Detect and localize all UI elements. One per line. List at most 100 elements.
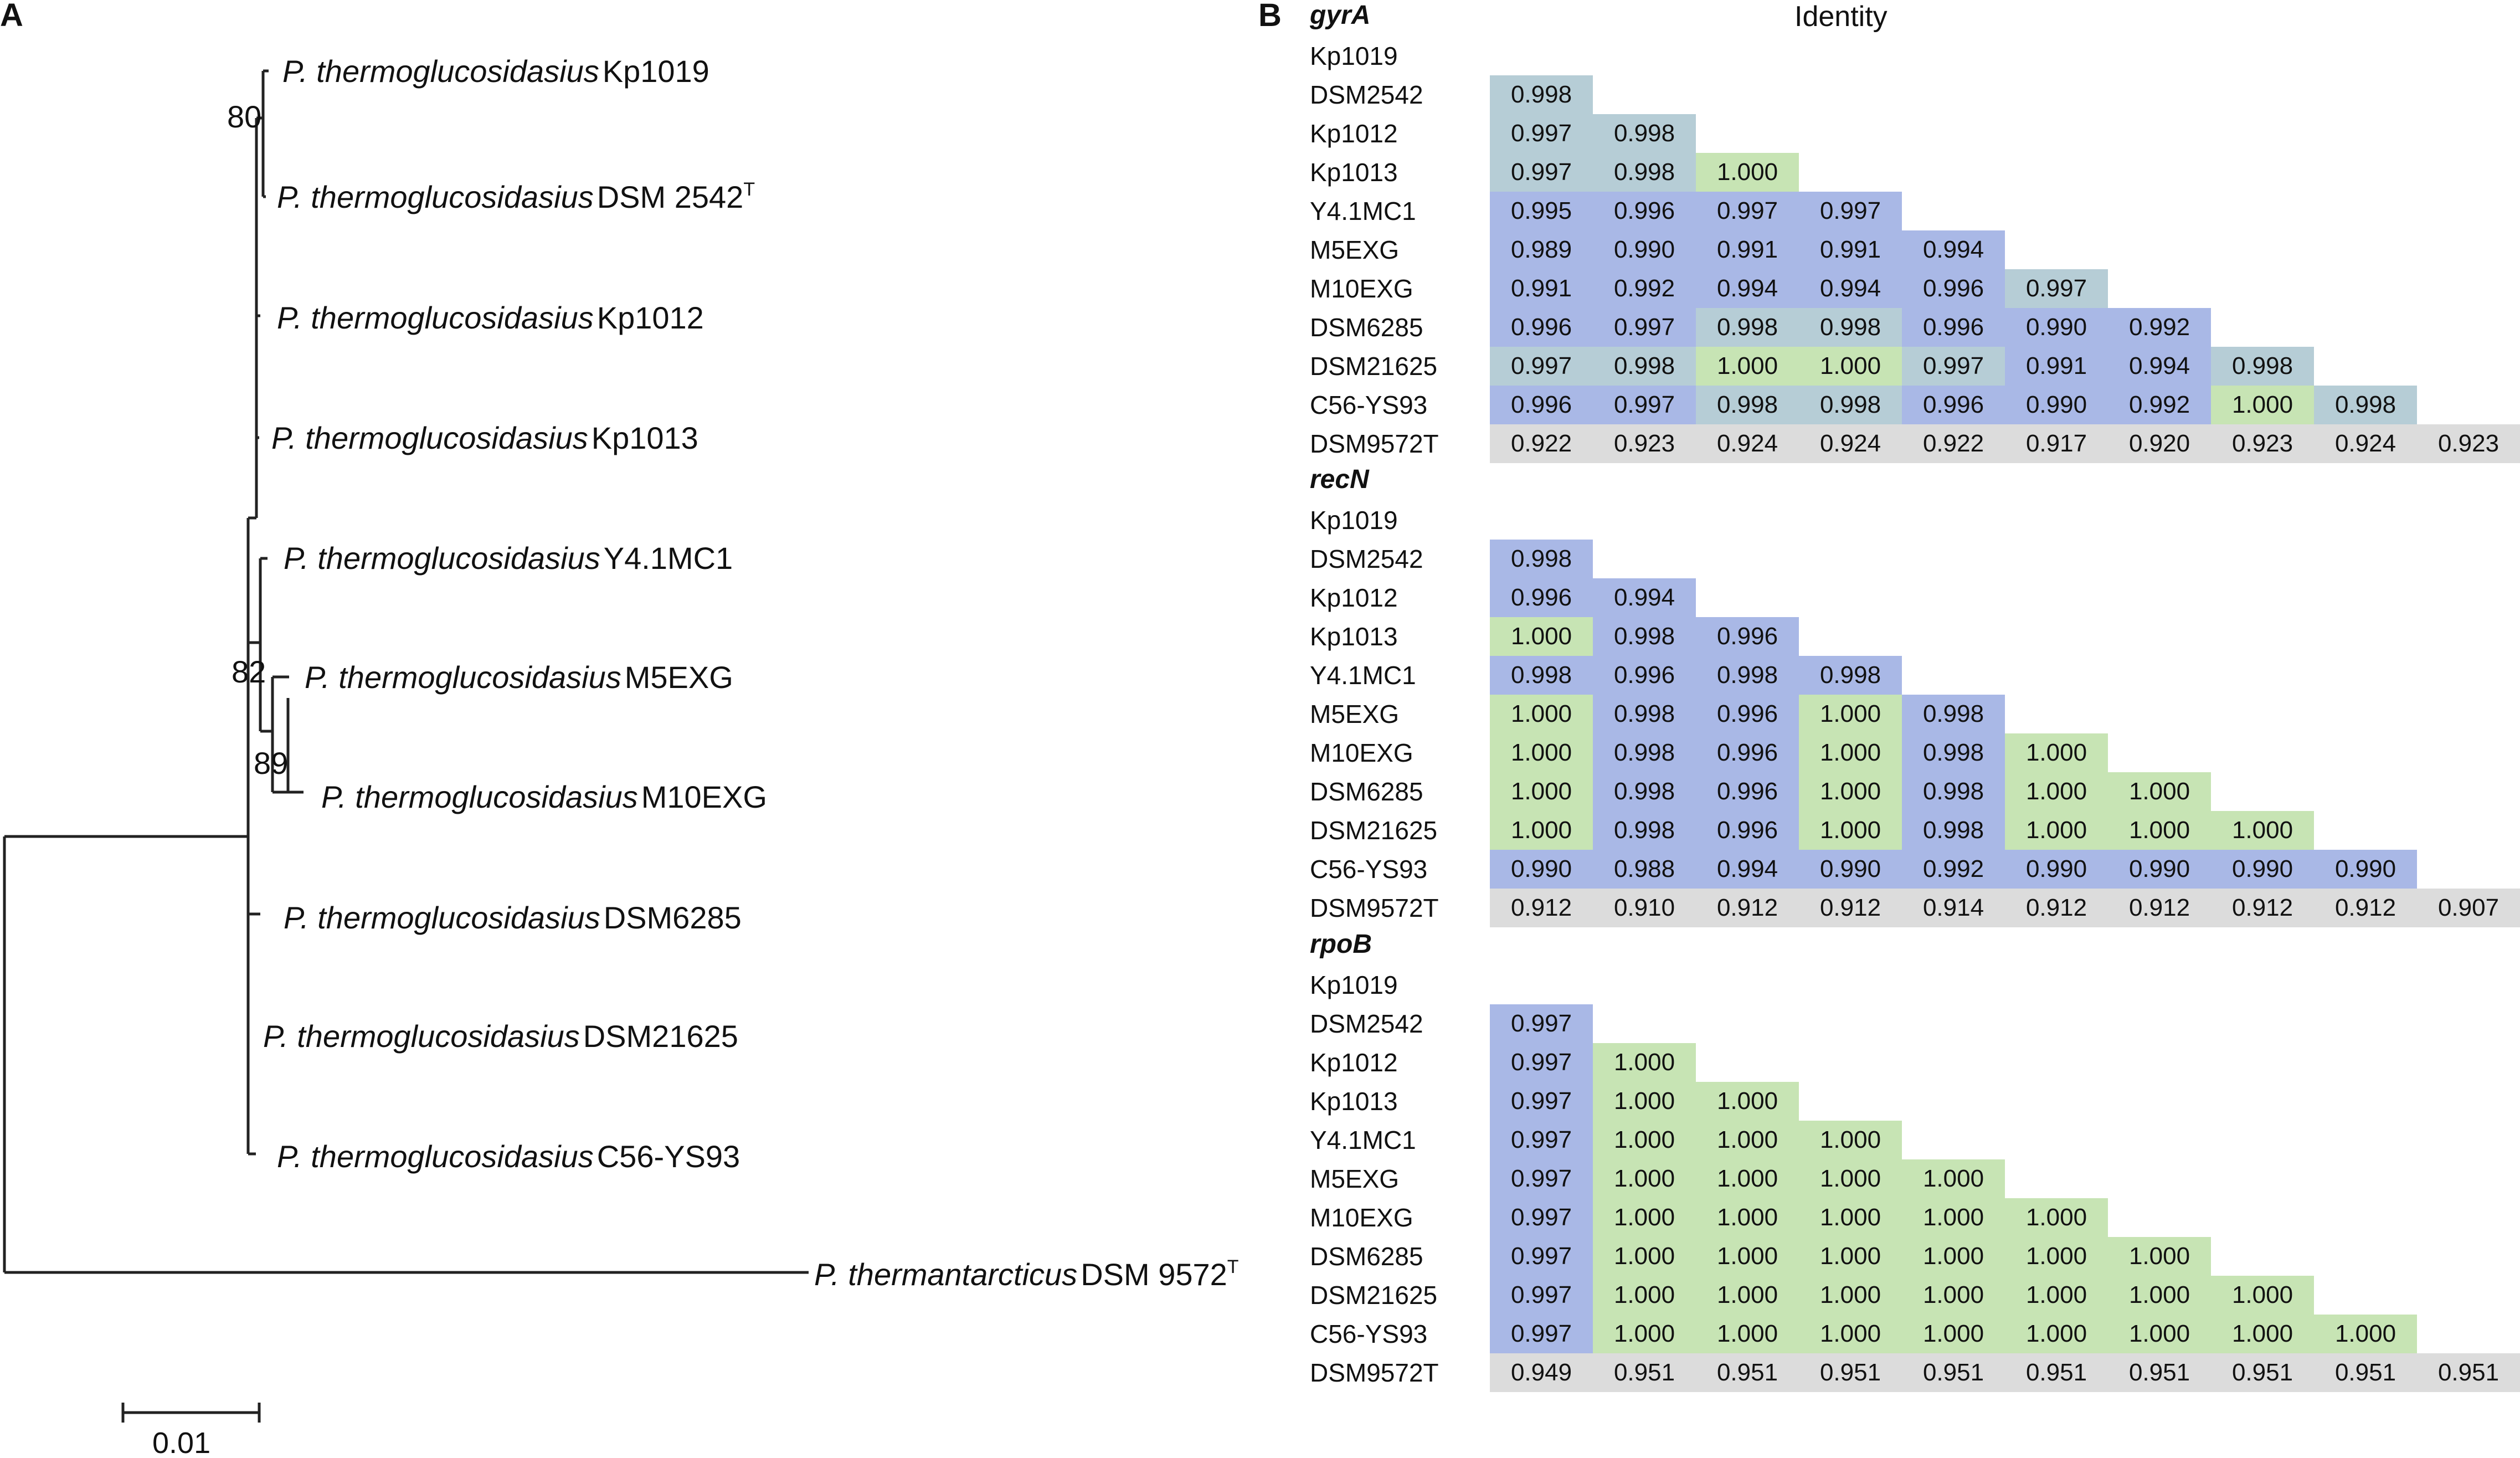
matrix-cell: 1.000 <box>1799 772 1902 811</box>
identity-title: Identity <box>1794 1 1888 33</box>
matrix-cell: 0.997 <box>1490 1004 1593 1043</box>
matrix-row-label: Kp1013 <box>1310 158 1398 187</box>
taxon-superscript: T <box>743 179 755 200</box>
matrix-cell: 1.000 <box>1490 811 1593 850</box>
matrix-cell: 0.996 <box>1696 617 1799 656</box>
matrix-cell: 0.922 <box>1902 424 2005 463</box>
matrix-cell: 0.994 <box>1593 578 1696 617</box>
matrix-cell: 0.997 <box>1490 1082 1593 1121</box>
matrix-cell: 0.996 <box>1696 733 1799 772</box>
bootstrap-value: 82 <box>232 654 266 689</box>
matrix-cell: 0.912 <box>2314 889 2417 927</box>
taxon-genus: P. thermoglucosidasius <box>284 541 600 576</box>
matrix-cell: 0.951 <box>1696 1353 1799 1392</box>
matrix-row-label: M5EXG <box>1310 700 1400 728</box>
matrix-cell: 1.000 <box>1799 1198 1902 1237</box>
panel-b-label: B <box>1258 0 1282 33</box>
matrix-cell: 0.990 <box>2314 850 2417 889</box>
matrix-cell: 0.996 <box>1902 386 2005 424</box>
matrix-cell: 0.997 <box>1490 1043 1593 1082</box>
matrix-cell: 0.998 <box>1593 811 1696 850</box>
matrix-cell: 0.997 <box>2005 269 2108 308</box>
matrix-cell: 0.996 <box>1696 811 1799 850</box>
matrix-cell: 0.998 <box>1902 811 2005 850</box>
taxon-genus: P. thermoglucosidasius <box>277 300 594 335</box>
taxon-label: P. thermoglucosidasius Y4.1MC1 <box>284 541 733 576</box>
matrix-cell: 0.996 <box>1593 192 1696 230</box>
matrix-cell: 0.951 <box>1799 1353 1902 1392</box>
taxon-label: P. thermoglucosidasius DSM6285 <box>284 900 742 935</box>
matrix-cell: 0.998 <box>1902 733 2005 772</box>
matrix-cell: 0.995 <box>1490 192 1593 230</box>
taxon-strain: Y4.1MC1 <box>604 541 733 576</box>
matrix-cell: 0.998 <box>1696 308 1799 347</box>
matrix-cell: 0.990 <box>2005 386 2108 424</box>
matrix-cell: 1.000 <box>1593 1043 1696 1082</box>
matrix-cell: 0.907 <box>2417 889 2520 927</box>
matrix-cell: 0.951 <box>2314 1353 2417 1392</box>
scale-bar-label: 0.01 <box>152 1426 210 1458</box>
matrix-cell: 0.949 <box>1490 1353 1593 1392</box>
matrix-cell: 0.998 <box>1593 772 1696 811</box>
matrix-cell: 0.912 <box>1799 889 1902 927</box>
matrix-cell: 1.000 <box>2108 772 2211 811</box>
matrix-row-label: DSM21625 <box>1310 1281 1438 1310</box>
matrix-cell: 0.998 <box>1490 540 1593 578</box>
taxon-label: P. thermoglucosidasius DSM21625 <box>263 1019 738 1054</box>
matrix-cell: 0.917 <box>2005 424 2108 463</box>
matrix-cell: 1.000 <box>2211 386 2314 424</box>
taxon-label: P. thermoglucosidasius M5EXG <box>305 660 733 695</box>
matrix-cell: 0.997 <box>1490 347 1593 386</box>
matrix-cell: 0.996 <box>1490 578 1593 617</box>
matrix-cell: 0.998 <box>1593 695 1696 733</box>
matrix-cell: 0.923 <box>2417 424 2520 463</box>
matrix-cell: 0.991 <box>2005 347 2108 386</box>
matrix-cell: 0.998 <box>1593 733 1696 772</box>
taxon-strain: DSM6285 <box>604 900 742 935</box>
matrix-row-label: Kp1013 <box>1310 1087 1398 1116</box>
taxon-label: P. thermoglucosidasius Kp1013 <box>271 420 698 455</box>
matrix-cell: 1.000 <box>2211 1276 2314 1315</box>
matrix-cell: 0.989 <box>1490 230 1593 269</box>
matrix-cell: 0.988 <box>1593 850 1696 889</box>
panel-a-label: A <box>0 0 23 33</box>
matrix-cell: 0.990 <box>1593 230 1696 269</box>
matrix-cell: 1.000 <box>2005 811 2108 850</box>
matrix-row-label: Kp1013 <box>1310 622 1398 651</box>
matrix-cell: 1.000 <box>2108 1237 2211 1276</box>
matrix-row-label: Kp1019 <box>1310 506 1398 535</box>
matrix-row-label: Kp1012 <box>1310 1048 1398 1077</box>
taxon-superscript: T <box>1227 1256 1239 1277</box>
matrix-cell: 0.997 <box>1490 1198 1593 1237</box>
matrix-cell: 1.000 <box>1799 695 1902 733</box>
matrix-row-label: C56-YS93 <box>1310 1320 1428 1348</box>
matrix-cell: 0.991 <box>1696 230 1799 269</box>
matrix-cell: 0.996 <box>1902 269 2005 308</box>
matrix-cell: 1.000 <box>1799 1315 1902 1353</box>
taxon-genus: P. thermoglucosidasius <box>284 900 600 935</box>
matrix-cell: 0.998 <box>1799 308 1902 347</box>
matrix-cell: 0.998 <box>2211 347 2314 386</box>
matrix-cell: 1.000 <box>2108 811 2211 850</box>
matrix-cell: 1.000 <box>2211 1315 2314 1353</box>
matrix-cell: 0.994 <box>1902 230 2005 269</box>
matrix-cell: 0.951 <box>1593 1353 1696 1392</box>
matrix-cell: 0.990 <box>2211 850 2314 889</box>
matrix-cell: 0.912 <box>1490 889 1593 927</box>
matrix-cell: 0.951 <box>2211 1353 2314 1392</box>
bootstrap-value: 80 <box>227 99 261 134</box>
matrix-row-label: Y4.1MC1 <box>1310 1126 1416 1154</box>
matrix-title: gyrA <box>1310 1 1371 30</box>
matrix-cell: 1.000 <box>1696 347 1799 386</box>
matrix-row-label: M5EXG <box>1310 235 1400 264</box>
matrix-row-label: DSM9572T <box>1310 429 1439 458</box>
matrix-cell: 1.000 <box>1696 1237 1799 1276</box>
matrix-cell: 0.992 <box>1593 269 1696 308</box>
matrix-cell: 0.992 <box>2108 386 2211 424</box>
bootstrap-value: 89 <box>254 746 288 781</box>
matrix-cell: 1.000 <box>1799 1276 1902 1315</box>
taxon-genus: P. thermoglucosidasius <box>277 179 594 214</box>
matrix-cell: 1.000 <box>1696 1198 1799 1237</box>
matrix-title: rpoB <box>1310 930 1372 959</box>
